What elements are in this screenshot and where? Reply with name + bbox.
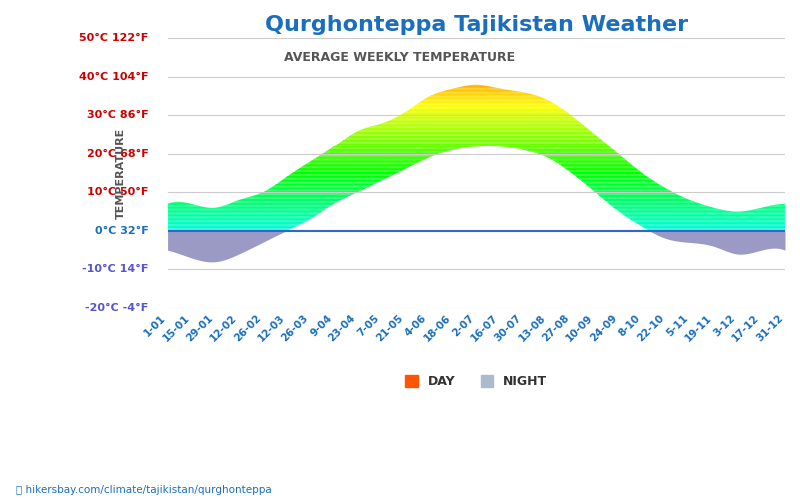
Text: AVERAGE WEEKLY TEMPERATURE: AVERAGE WEEKLY TEMPERATURE <box>285 51 515 64</box>
Text: -10°C 14°F: -10°C 14°F <box>82 264 149 274</box>
Text: 30°C 86°F: 30°C 86°F <box>87 110 149 120</box>
Text: 0°C 32°F: 0°C 32°F <box>95 226 149 236</box>
Text: 10°C 50°F: 10°C 50°F <box>87 188 149 198</box>
Text: 20°C 68°F: 20°C 68°F <box>87 148 149 158</box>
Text: 50°C 122°F: 50°C 122°F <box>79 33 149 43</box>
Text: 40°C 104°F: 40°C 104°F <box>79 72 149 82</box>
Text: 🔒 hikersbay.com/climate/tajikistan/qurghonteppa: 🔒 hikersbay.com/climate/tajikistan/qurgh… <box>16 485 272 495</box>
Legend: DAY, NIGHT: DAY, NIGHT <box>406 375 547 388</box>
Text: TEMPERATURE: TEMPERATURE <box>116 128 126 218</box>
Title: Qurghonteppa Tajikistan Weather: Qurghonteppa Tajikistan Weather <box>265 15 688 35</box>
Text: -20°C -4°F: -20°C -4°F <box>86 303 149 313</box>
